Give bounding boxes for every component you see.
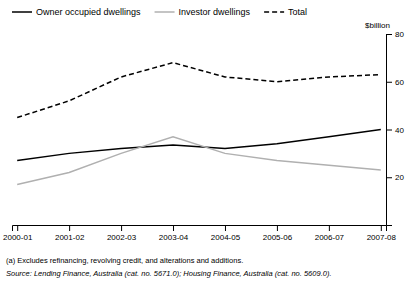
y-axis-title: $billion [365, 21, 390, 30]
x-tick-label: 2006-07 [315, 233, 345, 242]
legend-item: Investor dwellings [155, 7, 251, 17]
y-tick-mark [386, 82, 392, 83]
x-tick-label: 2005-06 [263, 233, 293, 242]
legend: Owner occupied dwellings Investor dwellin… [12, 7, 307, 17]
y-tick-mark [386, 130, 392, 131]
series-lines [17, 63, 381, 185]
legend-label: Total [288, 7, 307, 17]
x-tick: 2007-08 [367, 225, 397, 242]
series-line [17, 137, 381, 185]
x-tick-mark [381, 225, 382, 231]
chart: 2000-01 2001-02 2002-03 2003-04 2004-05 2005-… [0, 0, 416, 283]
x-axis-line [13, 226, 387, 232]
x-tick-mark [173, 225, 174, 231]
x-tick-label: 2003-04 [159, 233, 189, 242]
y-axis-line [387, 35, 393, 226]
y-tick-label: 40 [395, 126, 404, 135]
x-tick-label: 2002-03 [107, 233, 137, 242]
x-axis: 2000-01 2001-02 2002-03 2003-04 2004-05 2005-… [3, 225, 397, 242]
x-tick: 2001-02 [55, 225, 85, 242]
x-tick-mark [277, 225, 278, 231]
series-line [17, 63, 381, 118]
annotation: Source: Lending Finance, Australia (cat.… [6, 269, 331, 278]
annotation: (a) Excludes refinancing, revolving cred… [6, 256, 243, 265]
x-tick-mark [121, 225, 122, 231]
x-tick-mark [225, 225, 226, 231]
x-tick: 2005-06 [263, 225, 293, 242]
y-tick-label: 80 [395, 30, 404, 39]
y-tick-mark [386, 177, 392, 178]
x-tick-label: 2007-08 [367, 233, 397, 242]
legend-swatch [155, 11, 175, 13]
x-tick: 2003-04 [159, 225, 189, 242]
y-tick-label: 20 [395, 173, 404, 182]
legend-swatch [264, 11, 284, 13]
y-tick: 40 [386, 126, 404, 135]
x-tick-mark [69, 225, 70, 231]
y-tick-label: 60 [395, 78, 404, 87]
y-tick: 80 [386, 30, 404, 39]
legend-item: Owner occupied dwellings [12, 7, 141, 17]
x-tick-mark [329, 225, 330, 231]
x-tick-label: 2001-02 [55, 233, 85, 242]
y-tick: 20 [386, 173, 404, 182]
x-tick-label: 2004-05 [211, 233, 241, 242]
x-tick: 2000-01 [3, 225, 33, 242]
y-axis: 20 40 60 80 [386, 30, 404, 225]
x-tick-label: 2000-01 [3, 233, 33, 242]
legend-swatch [12, 11, 32, 13]
plot: 2000-01 2001-02 2002-03 2003-04 2004-05 2005-… [3, 30, 404, 242]
legend-item: Total [264, 7, 307, 17]
legend-label: Investor dwellings [179, 7, 251, 17]
x-tick: 2002-03 [107, 225, 137, 242]
y-tick-mark [386, 34, 392, 35]
x-tick-mark [17, 225, 18, 231]
legend-label: Owner occupied dwellings [36, 7, 141, 17]
x-tick: 2004-05 [211, 225, 241, 242]
x-tick: 2006-07 [315, 225, 345, 242]
y-tick: 60 [386, 78, 404, 87]
